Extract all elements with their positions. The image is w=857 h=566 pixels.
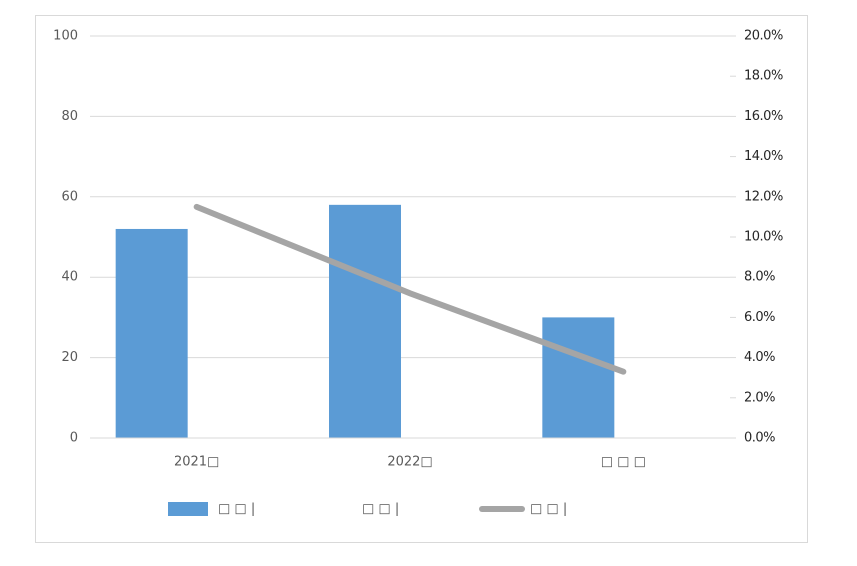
y-tick-label: 40 [61,270,78,285]
y2-tick-label: 12.0% [744,189,783,204]
y-tick-label: 60 [61,189,78,204]
y2-tick-label: 14.0% [744,149,783,164]
y2-tick-label: 0.0% [744,431,775,446]
y2-tick-label: 20.0% [744,29,783,44]
y2-tick-label: 10.0% [744,230,783,245]
x-tick-label: 2022□ [387,455,432,470]
y-tick-label: 80 [61,109,78,124]
line [193,203,627,375]
y2-tick-label: 4.0% [744,350,775,365]
y-tick-label: 0 [70,431,78,446]
y2-tick-label: 8.0% [744,270,775,285]
y2-tick-label: 16.0% [744,109,783,124]
legend-marker [168,502,208,516]
y-tick-label: 100 [53,29,78,44]
bar [329,204,401,438]
x-tick-label: □ □ □ [601,455,646,470]
y2-tick-label: 2.0% [744,390,775,405]
y-tick-label: 20 [61,350,78,365]
x-tick-label: 2021□ [174,455,219,470]
bar [542,317,615,438]
legend-label[interactable]: □ □ | [362,502,399,517]
bar [115,228,188,438]
y2-tick-label: 6.0% [744,310,775,325]
y2-tick-label: 18.0% [744,69,783,84]
legend-label[interactable]: □ □ | [218,502,255,517]
legend-label[interactable]: □ □ | [530,502,567,517]
